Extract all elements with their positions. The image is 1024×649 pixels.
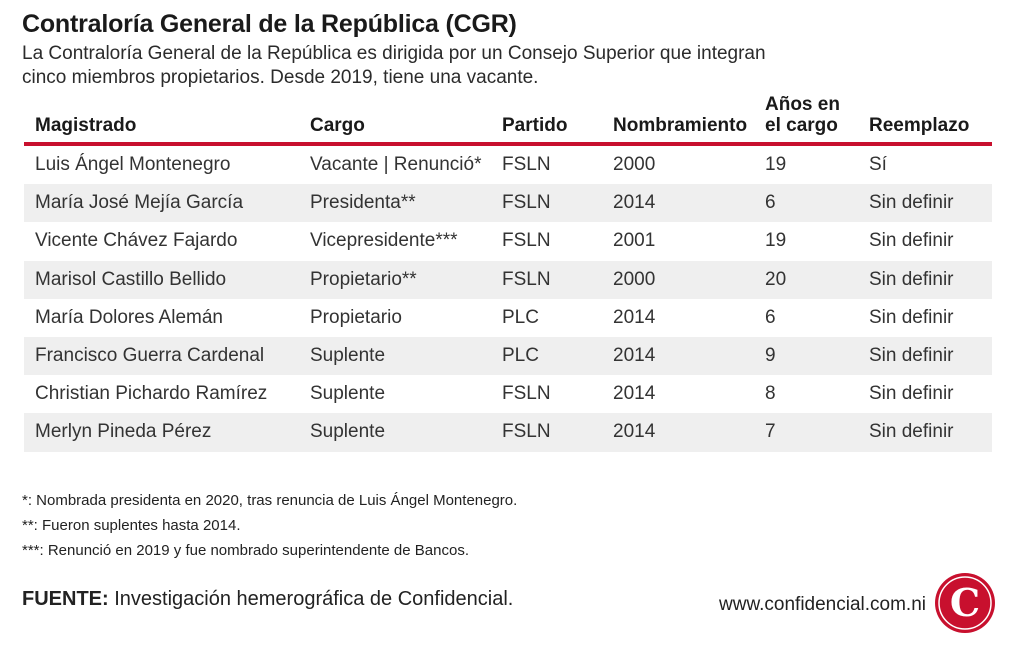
cell-cargo: Suplente — [310, 345, 386, 367]
cell-magistrado: Marisol Castillo Bellido — [35, 268, 227, 290]
cell-partido: FSLN — [502, 421, 551, 443]
footnote: **: Fueron suplentes hasta 2014. — [22, 517, 241, 534]
cell-nombramiento: 2000 — [613, 268, 656, 290]
cell-partido: FSLN — [502, 230, 551, 252]
footnote: *: Nombrada presidenta en 2020, tras ren… — [22, 492, 518, 509]
column-header-nombramiento: Nombramiento — [613, 115, 748, 136]
source-line: FUENTE: Investigación hemerográfica de C… — [22, 588, 513, 611]
cell-reemplazo: Sin definir — [869, 192, 954, 214]
column-header-reemplazo: Reemplazo — [869, 115, 970, 136]
cell-cargo: Suplente — [310, 383, 386, 405]
cell-cargo: Suplente — [310, 421, 386, 443]
cell-cargo: Propietario** — [310, 268, 417, 290]
table-row: María Dolores Alemán Propietario PLC 201… — [24, 299, 992, 337]
cell-magistrado: Christian Pichardo Ramírez — [35, 383, 268, 405]
column-header-anos-en-el-cargo: Años en el cargo — [765, 94, 840, 136]
confidencial-logo-icon: C — [935, 573, 995, 633]
cell-reemplazo: Sin definir — [869, 421, 954, 443]
cell-partido: FSLN — [502, 154, 551, 176]
cell-reemplazo: Sin definir — [869, 268, 954, 290]
cell-nombramiento: 2014 — [613, 383, 656, 405]
cell-reemplazo: Sin definir — [869, 345, 954, 367]
logo-ring — [938, 576, 992, 630]
cell-nombramiento: 2014 — [613, 345, 656, 367]
cell-reemplazo: Sin definir — [869, 383, 954, 405]
cell-nombramiento: 2014 — [613, 306, 656, 328]
cell-cargo: Presidenta** — [310, 192, 416, 214]
cell-magistrado: María Dolores Alemán — [35, 306, 223, 328]
website-link[interactable]: www.confidencial.com.ni — [719, 594, 926, 615]
table-row: Merlyn Pineda Pérez Suplente FSLN 2014 7… — [24, 413, 992, 452]
cell-anos: 6 — [765, 306, 776, 328]
cell-magistrado: Francisco Guerra Cardenal — [35, 345, 265, 367]
cell-reemplazo: Sin definir — [869, 306, 954, 328]
table-row: Marisol Castillo Bellido Propietario** F… — [24, 260, 992, 299]
cell-magistrado: Merlyn Pineda Pérez — [35, 421, 212, 443]
column-header-partido: Partido — [502, 115, 568, 136]
cell-nombramiento: 2014 — [613, 192, 656, 214]
page-subtitle: La Contraloría General de la República e… — [22, 43, 766, 88]
source-text: Investigación hemerográfica de Confidenc… — [108, 588, 514, 610]
cell-partido: PLC — [502, 345, 539, 367]
table-row: Vicente Chávez Fajardo Vicepresidente***… — [24, 222, 992, 260]
table-row: Francisco Guerra Cardenal Suplente PLC 2… — [24, 336, 992, 376]
cell-partido: FSLN — [502, 192, 551, 214]
cell-nombramiento: 2001 — [613, 230, 656, 252]
column-header-anos-line1: Años en — [765, 94, 840, 115]
cell-anos: 8 — [765, 383, 776, 405]
cell-nombramiento: 2014 — [613, 421, 656, 443]
table-header: Magistrado Cargo Partido Nombramiento Añ… — [24, 94, 992, 146]
cell-magistrado: Vicente Chávez Fajardo — [35, 230, 238, 252]
column-header-magistrado: Magistrado — [35, 115, 137, 136]
cell-magistrado: Luis Ángel Montenegro — [35, 154, 231, 176]
magistrates-table: Magistrado Cargo Partido Nombramiento Añ… — [24, 94, 992, 452]
cell-reemplazo: Sí — [869, 154, 887, 176]
source-label: FUENTE: — [22, 588, 109, 610]
footnote: ***: Renunció en 2019 y fue nombrado sup… — [22, 542, 469, 559]
cell-anos: 6 — [765, 192, 776, 214]
cell-partido: FSLN — [502, 268, 551, 290]
cell-reemplazo: Sin definir — [869, 230, 954, 252]
cell-cargo: Propietario — [310, 306, 402, 328]
cell-partido: PLC — [502, 306, 539, 328]
cell-anos: 7 — [765, 421, 776, 443]
cell-anos: 19 — [765, 230, 787, 252]
cell-partido: FSLN — [502, 383, 551, 405]
logo-circle — [935, 573, 995, 633]
logo-letter: C — [950, 580, 980, 625]
table-row: Christian Pichardo Ramírez Suplente FSLN… — [24, 375, 992, 413]
table-row: María José Mejía García Presidenta** FSL… — [24, 184, 992, 223]
cell-nombramiento: 2000 — [613, 154, 656, 176]
table-row: Luis Ángel Montenegro Vacante | Renunció… — [24, 146, 992, 184]
column-header-anos-line2: el cargo — [765, 115, 838, 136]
cell-cargo: Vacante | Renunció* — [310, 154, 482, 176]
cell-anos: 19 — [765, 154, 787, 176]
cell-magistrado: María José Mejía García — [35, 192, 244, 214]
footnotes: *: Nombrada presidenta en 2020, tras ren… — [22, 488, 517, 563]
page-title: Contraloría General de la República (CGR… — [22, 10, 517, 38]
cell-cargo: Vicepresidente*** — [310, 230, 458, 252]
cell-anos: 9 — [765, 345, 776, 367]
cell-anos: 20 — [765, 268, 787, 290]
column-header-cargo: Cargo — [310, 115, 365, 136]
